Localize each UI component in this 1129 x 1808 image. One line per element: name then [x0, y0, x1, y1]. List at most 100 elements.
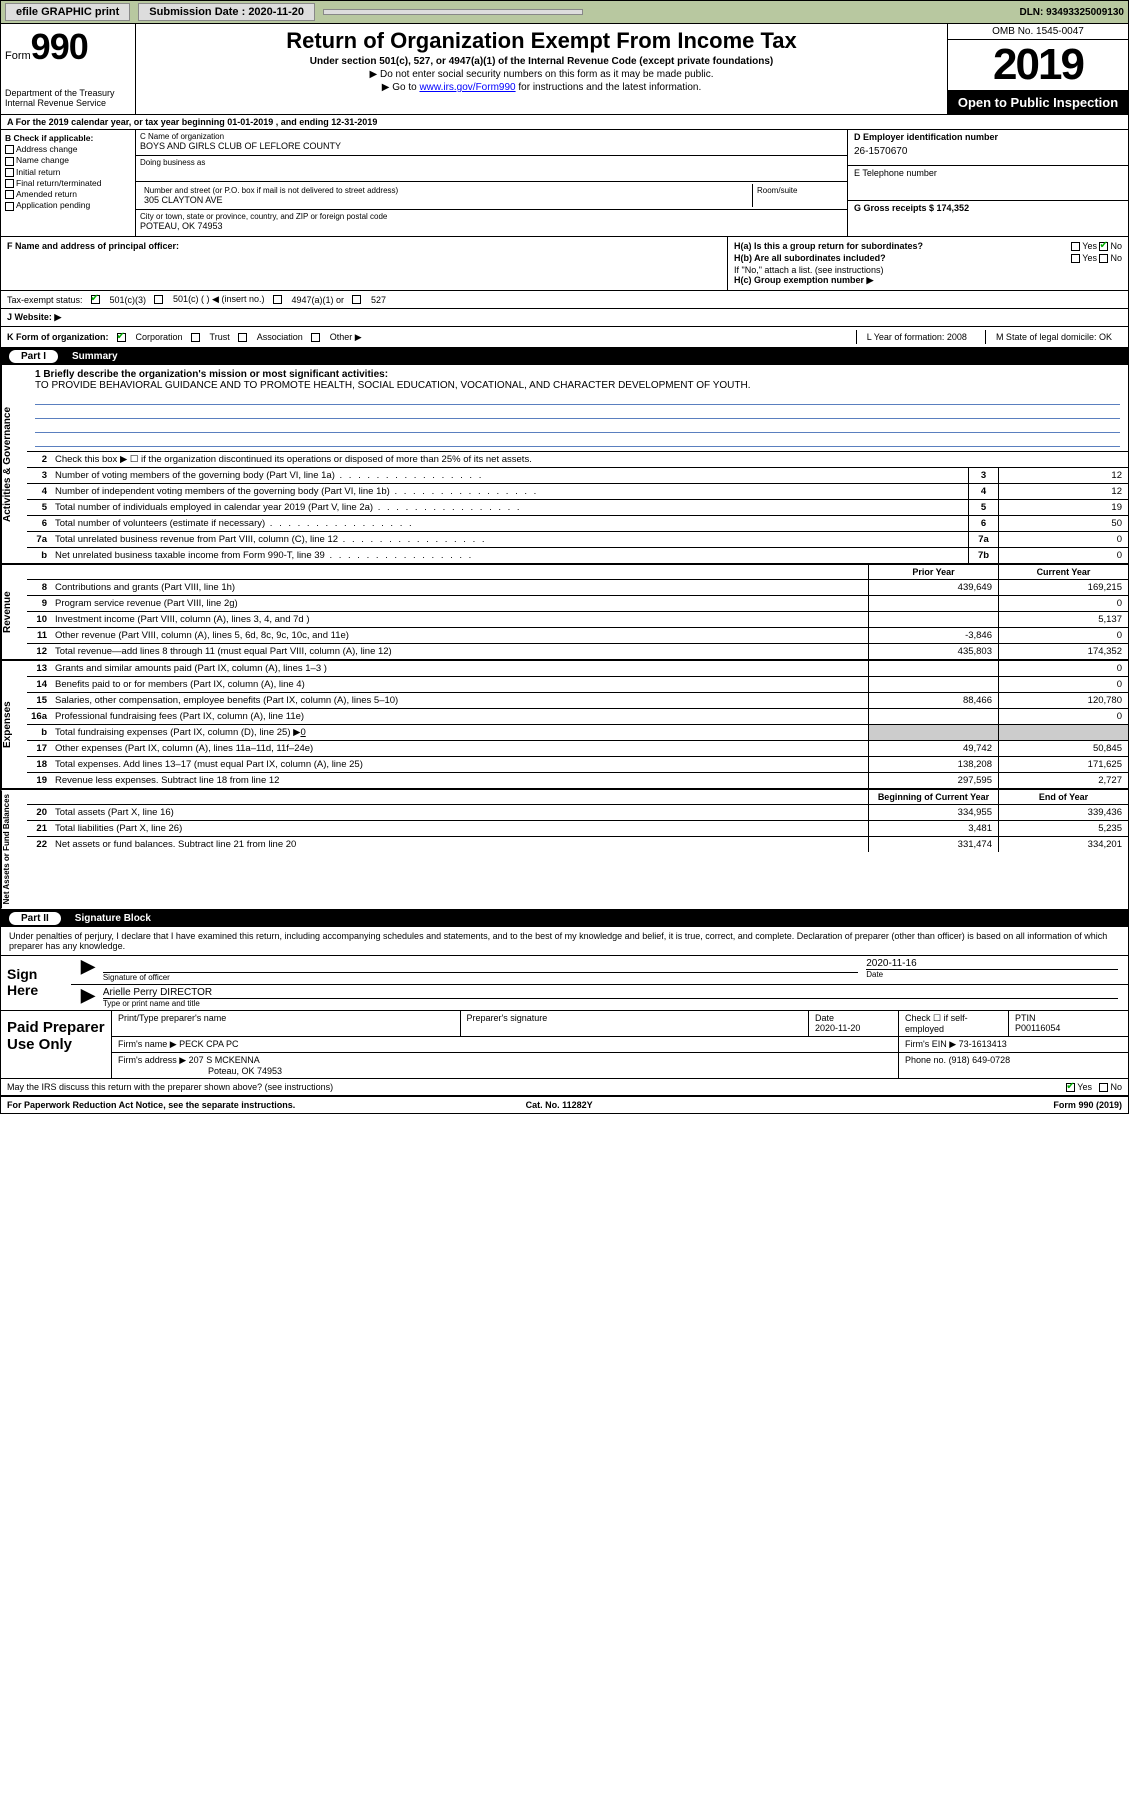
k-label: K Form of organization: [7, 332, 109, 342]
c20: 339,436 [998, 805, 1128, 820]
arrow-icon: ▶ [77, 956, 99, 984]
prep-self-emp: Check ☐ if self-employed [898, 1011, 1008, 1036]
chk-4947[interactable] [273, 295, 282, 304]
l21: Total liabilities (Part X, line 26) [51, 821, 868, 836]
p19: 297,595 [868, 773, 998, 788]
lbl-final: Final return/terminated [16, 178, 102, 188]
p22: 331,474 [868, 837, 998, 852]
sign-here-label: Sign Here [1, 956, 71, 1010]
lbl-4947: 4947(a)(1) or [292, 295, 345, 305]
hb-yes: Yes [1082, 253, 1097, 263]
form-subtitle: Under section 501(c), 527, or 4947(a)(1)… [140, 56, 943, 67]
v5: 19 [998, 500, 1128, 515]
sig-intro: Under penalties of perjury, I declare th… [1, 927, 1128, 956]
v7b: 0 [998, 548, 1128, 563]
form-right: OMB No. 1545-0047 2019 Open to Public In… [948, 24, 1128, 114]
l7a: Total unrelated business revenue from Pa… [51, 532, 968, 547]
p12: 435,803 [868, 644, 998, 659]
chk-ha-yes[interactable] [1071, 242, 1080, 251]
part1-title: Summary [72, 351, 118, 362]
chk-initial[interactable] [5, 168, 14, 177]
note2-pre: ▶ Go to [382, 82, 420, 93]
p16a [868, 709, 998, 724]
l22: Net assets or fund balances. Subtract li… [51, 837, 868, 852]
l16a: Professional fundraising fees (Part IX, … [51, 709, 868, 724]
mission-text: TO PROVIDE BEHAVIORAL GUIDANCE AND TO PR… [35, 380, 751, 391]
c21: 5,235 [998, 821, 1128, 836]
l7b: Net unrelated business taxable income fr… [51, 548, 968, 563]
year: 2019 [948, 40, 1128, 91]
chk-hb-yes[interactable] [1071, 254, 1080, 263]
p9 [868, 596, 998, 611]
chk-address[interactable] [5, 145, 14, 154]
e-label: E Telephone number [854, 168, 1122, 178]
arrow-icon: ▶ [77, 985, 99, 1010]
l12: Total revenue—add lines 8 through 11 (mu… [51, 644, 868, 659]
c17: 50,845 [998, 741, 1128, 756]
p14 [868, 677, 998, 692]
lbl-name: Name change [16, 155, 69, 165]
c16b [998, 725, 1128, 740]
c9: 0 [998, 596, 1128, 611]
lbl-app: Application pending [16, 200, 90, 210]
c22: 334,201 [998, 837, 1128, 852]
l5: Total number of individuals employed in … [51, 500, 968, 515]
l6: Total number of volunteers (estimate if … [51, 516, 968, 531]
chk-corp[interactable] [117, 333, 126, 342]
hb-label: H(b) Are all subordinates included? [734, 253, 886, 263]
prep-title: Paid Preparer Use Only [1, 1011, 111, 1078]
footer-right: Form 990 (2019) [1053, 1100, 1122, 1110]
form-left: Form990 Department of the Treasury Inter… [1, 24, 136, 114]
chk-527[interactable] [352, 295, 361, 304]
efile-button[interactable]: efile GRAPHIC print [5, 3, 130, 21]
chk-amended[interactable] [5, 190, 14, 199]
l9: Program service revenue (Part VIII, line… [51, 596, 868, 611]
c13: 0 [998, 661, 1128, 676]
v6: 50 [998, 516, 1128, 531]
chk-discuss-yes[interactable] [1066, 1083, 1075, 1092]
gov-vlabel: Activities & Governance [1, 365, 27, 563]
section-fh: F Name and address of principal officer:… [1, 237, 1128, 291]
l16b-val: 0 [300, 727, 305, 738]
chk-name[interactable] [5, 157, 14, 166]
chk-discuss-no[interactable] [1099, 1083, 1108, 1092]
note2: ▶ Go to www.irs.gov/Form990 for instruct… [140, 82, 943, 93]
addr-value: 305 CLAYTON AVE [144, 195, 748, 205]
l18: Total expenses. Add lines 13–17 (must eq… [51, 757, 868, 772]
dba-label: Doing business as [140, 158, 843, 167]
hc-label: H(c) Group exemption number ▶ [734, 275, 873, 285]
prep-date-val: 2020-11-20 [815, 1023, 860, 1033]
sig-name-label: Type or print name and title [103, 998, 1118, 1008]
submission-date: Submission Date : 2020-11-20 [138, 3, 315, 21]
room-label: Room/suite [757, 186, 839, 195]
firm-name-lbl: Firm's name ▶ [118, 1039, 177, 1049]
ha-no: No [1110, 241, 1122, 251]
phone-val: (918) 649-0728 [949, 1055, 1011, 1065]
chk-trust[interactable] [191, 333, 200, 342]
lbl-501c3: 501(c)(3) [110, 295, 147, 305]
lbl-527: 527 [371, 295, 386, 305]
chk-501c[interactable] [154, 295, 163, 304]
firm-addr2: Poteau, OK 74953 [208, 1066, 282, 1076]
chk-501c3[interactable] [91, 295, 100, 304]
l15: Salaries, other compensation, employee b… [51, 693, 868, 708]
l3: Number of voting members of the governin… [51, 468, 968, 483]
sig-officer-label: Signature of officer [103, 972, 858, 982]
form990-link[interactable]: www.irs.gov/Form990 [419, 82, 515, 93]
l16b-pre: Total fundraising expenses (Part IX, col… [55, 727, 300, 738]
exp-vlabel: Expenses [1, 661, 27, 788]
city-label: City or town, state or province, country… [140, 212, 843, 221]
l17: Other expenses (Part IX, column (A), lin… [51, 741, 868, 756]
website-row: J Website: ▶ [1, 309, 1128, 327]
chk-assoc[interactable] [238, 333, 247, 342]
hdr-prior: Prior Year [868, 565, 998, 579]
discuss-no: No [1110, 1082, 1122, 1092]
chk-ha-no[interactable] [1099, 242, 1108, 251]
chk-hb-no[interactable] [1099, 254, 1108, 263]
firm-addr-lbl: Firm's address ▶ [118, 1055, 186, 1065]
chk-final[interactable] [5, 179, 14, 188]
ptin-val: P00116054 [1015, 1023, 1060, 1033]
chk-app[interactable] [5, 202, 14, 211]
chk-other[interactable] [311, 333, 320, 342]
tax-status-label: Tax-exempt status: [7, 295, 83, 305]
